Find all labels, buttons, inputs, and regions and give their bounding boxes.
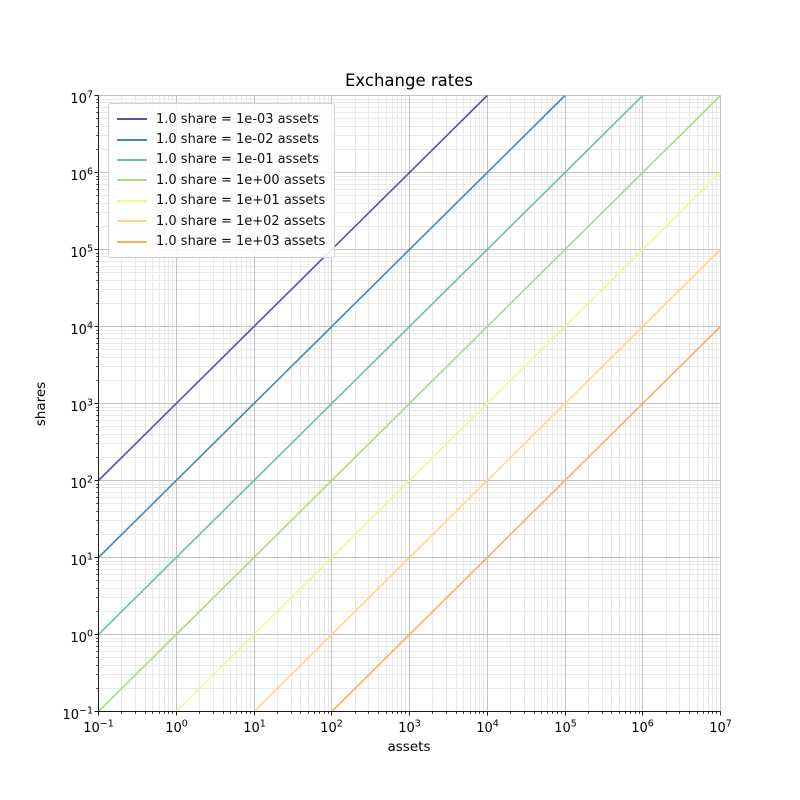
y-tick-label: 107 — [70, 90, 93, 108]
y-tick-label: 100 — [70, 629, 93, 647]
legend-swatch — [117, 118, 147, 121]
legend-swatch — [117, 240, 147, 243]
legend-item: 1.0 share = 1e+00 assets — [117, 170, 325, 190]
y-tick-label: 105 — [70, 244, 93, 262]
legend: 1.0 share = 1e-03 assets 1.0 share = 1e-0… — [108, 103, 336, 258]
x-tick-label: 103 — [398, 719, 421, 737]
legend-item-label: 1.0 share = 1e+03 assets — [156, 234, 326, 250]
legend-swatch — [117, 179, 147, 182]
legend-item-label: 1.0 share = 1e-03 assets — [156, 111, 320, 127]
legend-item: 1.0 share = 1e-01 assets — [117, 150, 325, 170]
legend-swatch — [117, 220, 147, 223]
x-tick-label: 105 — [554, 719, 577, 737]
x-tick-label: 102 — [320, 719, 343, 737]
y-tick-label: 103 — [70, 398, 93, 416]
y-tick-label: 106 — [70, 167, 93, 185]
y-tick-label: 101 — [70, 552, 93, 570]
x-tick-label: 104 — [476, 719, 499, 737]
series-line-3 — [97, 94, 722, 713]
x-tick-label: 10−1 — [83, 719, 114, 737]
legend-swatch — [117, 138, 147, 141]
x-tick-label: 101 — [243, 719, 266, 737]
series-line-5 — [253, 248, 722, 713]
chart-title: Exchange rates — [345, 71, 473, 90]
legend-item-label: 1.0 share = 1e+00 assets — [156, 172, 326, 188]
legend-item: 1.0 share = 1e-02 assets — [117, 129, 325, 149]
y-tick-label: 104 — [70, 321, 93, 339]
x-tick-label: 100 — [165, 719, 188, 737]
legend-item-label: 1.0 share = 1e-02 assets — [156, 132, 320, 148]
series-line-1 — [97, 94, 566, 559]
legend-swatch — [117, 158, 147, 161]
series-line-2 — [97, 94, 644, 636]
y-axis-label: shares — [33, 381, 49, 427]
legend-item-label: 1.0 share = 1e-01 assets — [156, 152, 320, 168]
series-line-4 — [175, 171, 722, 713]
series-line-6 — [331, 325, 722, 713]
x-tick-label: 107 — [709, 719, 732, 737]
y-tick-label: 102 — [70, 475, 93, 493]
series-line-0 — [97, 94, 488, 482]
legend-item: 1.0 share = 1e+01 assets — [117, 191, 325, 211]
legend-item-label: 1.0 share = 1e+02 assets — [156, 213, 326, 229]
legend-swatch — [117, 199, 147, 202]
x-tick-label: 106 — [631, 719, 654, 737]
legend-item: 1.0 share = 1e+02 assets — [117, 211, 325, 231]
legend-item: 1.0 share = 1e+03 assets — [117, 231, 325, 251]
x-axis-label: assets — [387, 739, 431, 755]
legend-item-label: 1.0 share = 1e+01 assets — [156, 193, 326, 209]
legend-item: 1.0 share = 1e-03 assets — [117, 109, 325, 129]
